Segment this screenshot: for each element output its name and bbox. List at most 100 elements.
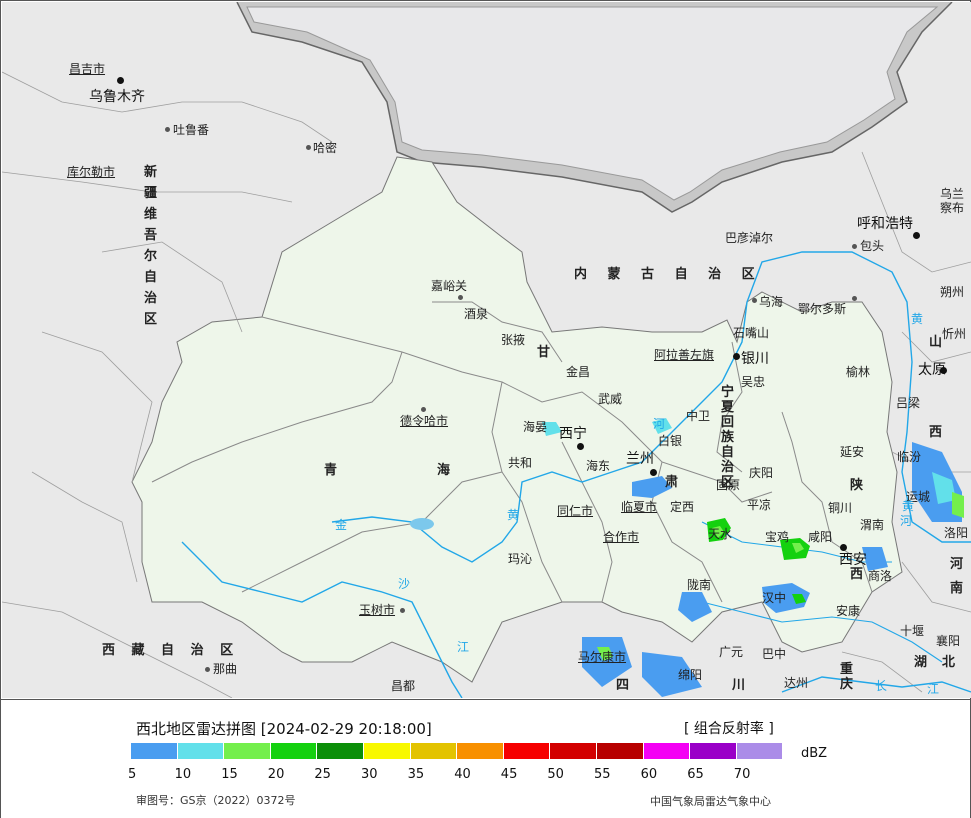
region-label: 南 xyxy=(950,581,964,596)
city-label: 吐鲁番 xyxy=(173,123,210,137)
city-label: 马尔康市 xyxy=(578,650,627,664)
city-label: 定西 xyxy=(670,500,695,514)
capital-marker xyxy=(913,232,920,239)
city-label: 巴中 xyxy=(762,647,787,661)
colorbar-tick-label: 10 xyxy=(174,767,192,782)
city-label: 吴忠 xyxy=(741,375,766,389)
city-label: 朔州 xyxy=(940,285,965,299)
city-label: 玛沁 xyxy=(508,552,533,566)
city-label: 延安 xyxy=(840,445,865,459)
river-label: 河 xyxy=(653,417,666,431)
city-label: 包头 xyxy=(860,239,885,253)
city-label: 合作市 xyxy=(603,530,640,544)
region-label: 湖 xyxy=(914,655,928,670)
capital-marker xyxy=(117,77,124,84)
river-label: 黄 xyxy=(507,508,520,522)
city-label: 呼和浩特 xyxy=(857,216,913,232)
city-label: 共和 xyxy=(508,456,533,470)
city-marker xyxy=(421,407,426,412)
neighbor-country-inner xyxy=(246,6,939,201)
city-marker xyxy=(752,298,757,303)
city-label: 固原 xyxy=(716,478,741,492)
city-label: 乌海 xyxy=(759,295,784,309)
region-label: 重庆 xyxy=(840,662,854,692)
region-label: 陕 xyxy=(850,478,864,493)
colorbar-tick-label: 65 xyxy=(687,767,704,782)
city-label: 昌都 xyxy=(391,679,416,693)
city-label: 中卫 xyxy=(686,409,711,423)
region-label: 宁夏回族自治区 xyxy=(721,385,735,490)
neighbor-country-border xyxy=(236,2,953,213)
region-label: 内 蒙 古 自 治 区 xyxy=(574,267,763,282)
city-label: 海晏 xyxy=(523,420,548,434)
region-label: 山 xyxy=(929,335,943,350)
city-label: 宝鸡 xyxy=(765,530,790,544)
region-label: 新疆维吾尔自治区 xyxy=(144,165,158,327)
region-label: 西 xyxy=(850,567,864,582)
colorbar-tick-label: 30 xyxy=(361,767,378,782)
region-label: 西 藏 自 治 区 xyxy=(102,643,240,658)
region-label: 西 xyxy=(929,425,943,440)
city-label: 乌鲁木齐 xyxy=(89,89,145,105)
city-label: 金昌 xyxy=(566,365,591,379)
city-label: 咸阳 xyxy=(808,530,833,544)
city-label: 银川 xyxy=(741,351,769,367)
river-label: 黄 xyxy=(902,499,915,513)
city-label: 陇南 xyxy=(687,578,712,592)
issuing-center: 中国气象局雷达气象中心 xyxy=(650,795,771,808)
colorbar-tick-label: 15 xyxy=(221,767,238,782)
colorbar-swatch xyxy=(457,743,504,759)
colorbar-tick-label: 55 xyxy=(594,767,611,782)
city-label: 西安 xyxy=(839,552,867,568)
city-label: 德令哈市 xyxy=(400,414,449,428)
river-label: 江 xyxy=(927,682,940,696)
city-label: 武威 xyxy=(598,392,623,406)
city-label: 石嘴山 xyxy=(733,326,770,340)
city-label: 广元 xyxy=(719,645,744,659)
yellow-river xyxy=(331,251,971,563)
region-label: 甘 xyxy=(537,345,551,360)
region-label: 肃 xyxy=(665,475,679,490)
dbz-colorbar xyxy=(131,743,784,759)
region-label: 河 xyxy=(950,557,964,572)
radar-map[interactable]: 昌吉市 乌鲁木齐 吐鲁番 哈密 库尔勒市 呼和浩特 巴彦淖尔 包头 乌兰察布 嘉… xyxy=(2,2,971,698)
capital-marker xyxy=(650,469,657,476)
city-label: 洛阳 xyxy=(944,526,969,540)
colorbar-tick-label: 45 xyxy=(500,767,518,782)
colorbar-tick-label: 20 xyxy=(267,767,285,782)
city-label: 巴彦淖尔 xyxy=(725,231,774,245)
colorbar-tick-label: 40 xyxy=(454,767,471,782)
city-label: 绵阳 xyxy=(678,668,703,682)
city-label: 吕梁 xyxy=(896,396,921,410)
city-label: 庆阳 xyxy=(749,466,774,480)
city-label: 十堰 xyxy=(900,624,925,638)
city-label: 兰州 xyxy=(626,451,654,467)
colorbar-swatch xyxy=(224,743,271,759)
colorbar-swatch xyxy=(410,743,458,759)
colorbar-swatch xyxy=(736,743,784,759)
colorbar-tick-label: 70 xyxy=(733,767,751,782)
city-label: 西宁 xyxy=(559,426,587,442)
city-label: 渭南 xyxy=(860,518,885,532)
city-label: 白银 xyxy=(658,434,683,448)
river-label: 沙 xyxy=(398,577,411,591)
city-label: 汉中 xyxy=(762,591,787,605)
city-label: 临夏市 xyxy=(621,500,658,514)
city-marker xyxy=(205,667,210,672)
colorbar-tick-label: 5 xyxy=(128,767,137,782)
colorbar-swatch xyxy=(690,743,737,759)
city-label: 鄂尔多斯 xyxy=(798,302,847,316)
legend-panel: 西北地区雷达拼图 [2024-02-29 20:18:00] [ 组合反射率 ]… xyxy=(1,699,970,818)
colorbar-swatch xyxy=(317,743,364,759)
city-label: 海东 xyxy=(586,459,611,473)
colorbar-swatch xyxy=(503,743,551,759)
colorbar-tick-label: 25 xyxy=(314,767,331,782)
colorbar-swatch xyxy=(643,743,691,759)
city-label: 商洛 xyxy=(868,569,893,583)
city-label: 太原 xyxy=(918,362,946,378)
river-label: 金 xyxy=(335,518,348,532)
colorbar-tick-label: 60 xyxy=(640,767,658,782)
colorbar-swatch xyxy=(550,743,597,759)
city-marker xyxy=(306,145,311,150)
